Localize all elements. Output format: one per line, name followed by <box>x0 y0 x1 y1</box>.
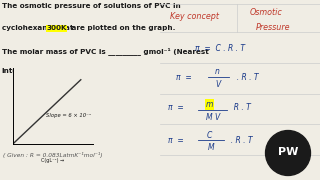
Text: C: C <box>207 130 212 140</box>
Text: V: V <box>215 80 220 89</box>
Text: . R . T: . R . T <box>226 136 252 145</box>
Text: m: m <box>206 100 213 109</box>
Text: π  =: π = <box>176 73 194 82</box>
Text: ( Given : R = 0.083LatmK⁻¹mol⁻¹): ( Given : R = 0.083LatmK⁻¹mol⁻¹) <box>3 152 103 158</box>
Circle shape <box>266 130 310 176</box>
Text: M: M <box>208 143 214 152</box>
Text: Integer): Integer) <box>2 68 35 74</box>
Text: M V: M V <box>206 112 220 122</box>
Text: cyclohexanone at: cyclohexanone at <box>2 25 76 31</box>
Text: π  =: π = <box>168 136 186 145</box>
Text: π  =: π = <box>168 103 186 112</box>
Text: Slope = 6 × 10⁻²: Slope = 6 × 10⁻² <box>46 113 92 118</box>
Text: Osmotic: Osmotic <box>250 8 282 17</box>
Text: 300K: 300K <box>46 25 67 31</box>
Text: PW: PW <box>278 147 298 157</box>
Text: The osmotic pressure of solutions of PVC in: The osmotic pressure of solutions of PVC… <box>2 3 180 9</box>
Text: π  =  C . R . T: π = C . R . T <box>195 44 245 53</box>
Text: The molar mass of PVC is _________ gmol⁻¹ (Nearest: The molar mass of PVC is _________ gmol⁻… <box>2 47 208 55</box>
Text: Key concept: Key concept <box>170 12 219 21</box>
Text: n: n <box>215 68 220 76</box>
Text: . R . T: . R . T <box>232 73 259 82</box>
Text: Pressure: Pressure <box>256 22 291 32</box>
Text: R . T: R . T <box>229 103 251 112</box>
Text: (atm·gL⁻¹): (atm·gL⁻¹) <box>0 91 1 95</box>
Text: C(gL⁻¹) →: C(gL⁻¹) → <box>41 158 64 163</box>
Text: are plotted on the graph.: are plotted on the graph. <box>69 25 175 31</box>
